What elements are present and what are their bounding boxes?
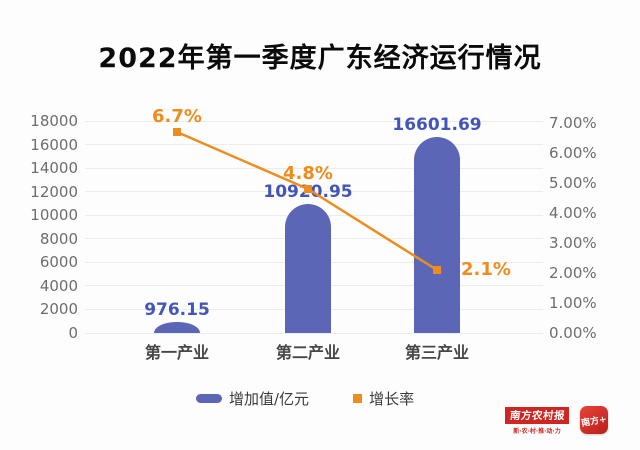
legend: 增加值/亿元 增长率: [196, 388, 414, 409]
newspaper-tagline: 新·农·村·推·动·力: [513, 428, 561, 435]
left-axis-tick-label: 4000: [39, 276, 78, 295]
right-axis-tick-label: 4.00%: [549, 204, 597, 222]
rate-label: 4.8%: [283, 163, 333, 184]
right-axis-tick-label: 2.00%: [549, 264, 597, 282]
category-label: 第一产业: [144, 343, 209, 362]
app-logo-text: 南方+: [580, 414, 608, 429]
bar-value-label: 10920.95: [263, 182, 353, 203]
bar-value-label: 976.15: [144, 299, 210, 320]
left-axis-tick-label: 16000: [30, 135, 78, 154]
grid-line: [85, 332, 543, 334]
right-axis-tick-label: 0.00%: [549, 324, 597, 342]
category-label: 第三产业: [404, 343, 469, 362]
right-axis-tick-label: 6.00%: [549, 144, 597, 162]
legend-label-growth-rate: 增长率: [369, 390, 415, 408]
bar: [154, 321, 200, 333]
left-axis-tick-label: 18000: [30, 112, 78, 130]
left-axis-tick-label: 0: [68, 324, 78, 342]
app-logo-icon: 南方+: [580, 406, 608, 434]
grid-line: [85, 144, 543, 146]
rate-label: 6.7%: [152, 106, 202, 127]
legend-item-growth-rate: 增长率: [353, 388, 414, 409]
left-axis-tick-label: 10000: [30, 206, 78, 225]
legend-item-added-value: 增加值/亿元: [196, 388, 309, 409]
left-axis-tick-label: 8000: [39, 229, 78, 248]
left-axis-tick-label: 14000: [30, 159, 78, 178]
grid-line: [85, 120, 543, 122]
bar-series-swatch: [196, 394, 222, 403]
left-axis-tick-label: 6000: [39, 253, 78, 272]
page-title: 2022年第一季度广东经济运行情况: [98, 43, 542, 74]
rate-label: 2.1%: [461, 259, 511, 280]
bar-value-label: 16601.69: [392, 115, 482, 136]
line-series-swatch: [353, 394, 363, 403]
line-marker: [173, 128, 181, 136]
category-label: 第二产业: [275, 343, 340, 362]
right-axis-tick-label: 5.00%: [549, 174, 597, 192]
bar: [414, 137, 460, 333]
newspaper-logo: 南方农村报: [505, 407, 569, 424]
legend-label-added-value: 增加值/亿元: [229, 390, 310, 408]
newspaper-logo-text: 南方农村报: [508, 410, 566, 422]
right-axis-tick-label: 1.00%: [549, 294, 597, 312]
right-axis-tick-label: 3.00%: [549, 234, 597, 252]
left-axis-tick-label: 2000: [39, 300, 78, 319]
left-axis-tick-label: 12000: [30, 182, 78, 201]
bar: [285, 204, 331, 333]
right-axis-tick-label: 7.00%: [549, 114, 597, 132]
